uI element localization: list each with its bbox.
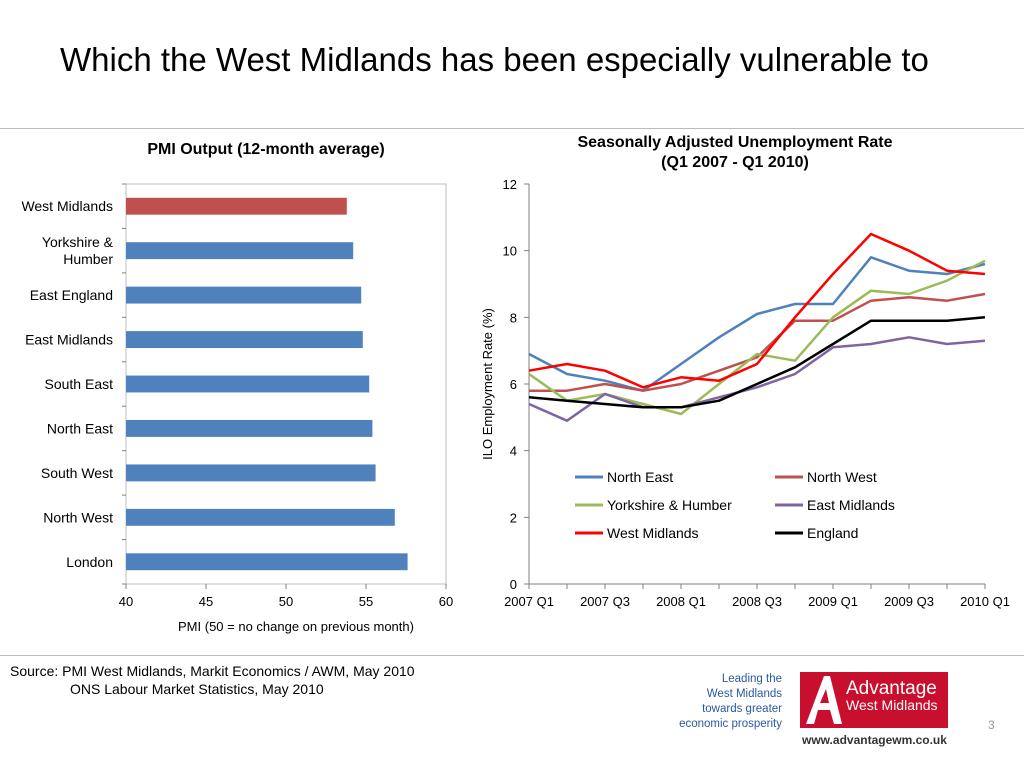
pmi-x-tick-label: 55	[359, 594, 373, 609]
pmi-category-label: North West	[43, 509, 113, 525]
ue-legend-label: England	[807, 525, 858, 541]
pmi-bar-chart: West Midlands Yorkshire &Humber East Engla…	[21, 183, 453, 634]
ue-x-tick-label: 2007 Q3	[580, 594, 630, 609]
source-line-1: Source: PMI West Midlands, Markit Econom…	[10, 663, 415, 679]
ue-x-tick-label: 2007 Q1	[504, 594, 554, 609]
website-link[interactable]: www.advantagewm.co.uk	[802, 733, 947, 747]
unemployment-chart-title-line1: Seasonally Adjusted Unemployment Rate	[577, 134, 893, 151]
ue-x-tick-label: 2009 Q3	[884, 594, 934, 609]
ue-y-tick-label: 0	[510, 577, 517, 592]
source-note: Source: PMI West Midlands, Markit Econom…	[10, 662, 415, 698]
ue-y-tick-label: 10	[503, 244, 517, 259]
pmi-bar-north-east	[126, 420, 373, 437]
ue-y-tick-label: 2	[510, 510, 517, 525]
ue-legend-label: Yorkshire & Humber	[607, 497, 732, 513]
ue-series-line-west-midlands	[528, 232, 986, 389]
pmi-bar-london	[126, 553, 408, 571]
ue-series-line-england	[528, 316, 986, 409]
ue-y-tick-label: 8	[510, 310, 517, 325]
pmi-bar-yorkshire-humber	[126, 242, 354, 260]
pmi-bar-north-west	[126, 508, 395, 526]
title-divider	[0, 128, 1024, 129]
pmi-category-label: South East	[45, 376, 114, 392]
ue-x-tick-label: 2008 Q3	[732, 594, 782, 609]
ue-x-tick-label: 2010 Q1	[960, 594, 1010, 609]
footer-divider	[0, 655, 1024, 656]
pmi-category-label: South West	[41, 465, 113, 481]
slide-title: Which the West Midlands has been especia…	[60, 41, 929, 78]
pmi-category-label: East England	[30, 287, 113, 303]
ue-legend-label: West Midlands	[607, 525, 699, 541]
pmi-x-axis-label: PMI (50 = no change on previous month)	[178, 619, 414, 634]
unemployment-chart-title-line2: (Q1 2007 - Q1 2010)	[661, 154, 809, 171]
ue-legend-label: North West	[807, 469, 877, 485]
ue-legend-label: East Midlands	[807, 497, 895, 513]
pmi-category-label: West Midlands	[21, 198, 113, 214]
ue-series-line-north-west	[529, 292, 986, 392]
pmi-x-tick-label: 45	[199, 594, 213, 609]
ue-x-tick-label: 2009 Q1	[808, 594, 858, 609]
ue-y-tick-label: 12	[503, 177, 517, 192]
logo-text: Advantage West Midlands	[846, 678, 938, 713]
pmi-category-label: London	[66, 554, 113, 570]
tagline-line-1: Leading the	[721, 673, 782, 685]
ue-legend-label: North East	[607, 469, 673, 485]
pmi-category-label: Yorkshire &	[42, 234, 114, 250]
ue-series-line-north-east	[528, 256, 986, 392]
logo-line-2: West Midlands	[846, 697, 938, 713]
tagline-line-2: West Midlands	[706, 688, 782, 700]
ue-series-line-yorkshire-humber	[528, 259, 986, 416]
logo-a-mark-icon	[806, 676, 842, 724]
advantage-logo: Advantage West Midlands	[800, 672, 948, 728]
pmi-bar-south-east	[126, 375, 370, 393]
pmi-bar-west-midlands	[126, 197, 347, 215]
pmi-x-tick-label: 60	[439, 594, 453, 609]
unemployment-line-chart: 0 2 4 6 8 10 12 2007 Q1 2007 Q3 2008 Q1 2008 Q3 200…	[480, 177, 1010, 609]
tagline: Leading the West Midlands towards greate…	[660, 672, 782, 732]
unemployment-chart-title: Seasonally Adjusted Unemployment Rate (Q…	[505, 133, 965, 173]
ue-y-axis-label: ILO Employment Rate (%)	[480, 308, 495, 460]
pmi-bar-east-england	[126, 286, 362, 304]
tagline-line-3: towards greater	[702, 703, 782, 715]
pmi-x-tick-label: 40	[119, 594, 133, 609]
source-line-2: ONS Labour Market Statistics, May 2010	[70, 681, 324, 697]
pmi-category-label: North East	[47, 420, 113, 436]
tagline-line-4: economic prosperity	[679, 718, 782, 730]
ue-y-tick-label: 4	[510, 444, 517, 459]
ue-series-line-east-midlands	[528, 336, 986, 422]
ue-x-tick-label: 2008 Q1	[656, 594, 706, 609]
pmi-bar-south-west	[126, 464, 376, 482]
pmi-chart-title: PMI Output (12-month average)	[147, 141, 385, 158]
logo-line-1: Advantage	[846, 678, 937, 699]
pmi-category-label: East Midlands	[25, 332, 113, 348]
pmi-category-label: Humber	[63, 251, 113, 267]
pmi-bar-east-midlands	[126, 331, 363, 348]
ue-y-tick-label: 6	[510, 377, 517, 392]
page-number: 3	[988, 718, 995, 732]
pmi-x-tick-label: 50	[279, 594, 293, 609]
